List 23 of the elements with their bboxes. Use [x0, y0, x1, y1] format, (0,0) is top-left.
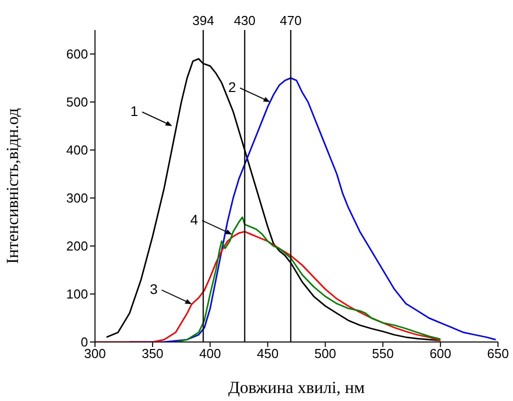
y-tick-label: 400 — [66, 142, 88, 158]
y-tick-label: 600 — [66, 46, 88, 62]
line-series — [174, 216, 442, 342]
x-tick-label: 400 — [199, 346, 221, 362]
y-tick-label: 100 — [66, 286, 88, 302]
x-tick-label: 500 — [314, 346, 336, 362]
annotation: 2 — [228, 79, 236, 95]
y-axis-title: Інтенсивність,відн.од — [3, 108, 22, 264]
y-tick-label: 500 — [66, 94, 88, 110]
x-axis-title: Довжина хвилі, нм — [228, 378, 366, 397]
y-tick-label: 300 — [66, 190, 88, 206]
ref-line-label: 470 — [280, 13, 302, 28]
x-tick-label: 550 — [372, 346, 394, 362]
annotation: 3 — [150, 281, 158, 298]
annotation: 1 — [130, 103, 138, 119]
y-tick-label: 200 — [66, 238, 88, 254]
x-tick-label: 450 — [256, 346, 279, 362]
annotation: 4 — [190, 211, 198, 228]
x-tick-label: 600 — [430, 346, 452, 362]
ref-line-label: 394 — [192, 13, 214, 28]
x-tick-label: 650 — [487, 346, 509, 362]
ref-line-label: 430 — [234, 13, 256, 28]
x-tick-label: 350 — [142, 346, 164, 362]
